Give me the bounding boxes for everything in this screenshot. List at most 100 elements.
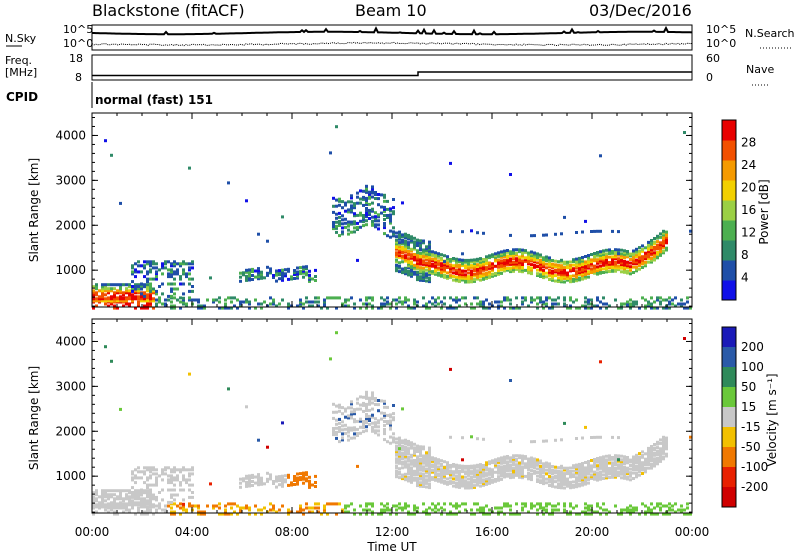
- power-cell: [236, 306, 239, 310]
- power-cell: [461, 276, 464, 280]
- power-cell: [539, 258, 542, 262]
- power-cell: [566, 278, 569, 282]
- velocity-cell: [143, 489, 146, 493]
- power-cell: [344, 209, 347, 213]
- velocity-cell: [467, 486, 470, 490]
- velocity-cell: [395, 450, 398, 454]
- power-cell: [143, 299, 146, 303]
- velocity-cell: [515, 459, 518, 463]
- power-cell: [572, 258, 575, 262]
- cpid-panel: CPID normal (fast) 151: [6, 82, 213, 108]
- velocity-cell: [617, 466, 620, 470]
- power-cell: [455, 263, 458, 267]
- power-cell: [596, 304, 599, 308]
- velocity-cell: [485, 481, 488, 485]
- power-cell: [287, 304, 290, 308]
- power-cell: [611, 266, 614, 270]
- velocity-cell: [344, 510, 347, 514]
- power-cell: [557, 276, 560, 280]
- power-cell: [638, 251, 641, 255]
- power-cell: [578, 278, 581, 282]
- power-cell: [125, 302, 128, 306]
- power-cell: [347, 304, 350, 308]
- velocity-cell: [593, 458, 596, 461]
- velocity-cell: [272, 508, 275, 512]
- power-cell: [470, 306, 473, 310]
- power-cell: [389, 235, 392, 239]
- power-cell: [164, 302, 167, 306]
- power-cell: [416, 244, 419, 247]
- power-cell: [155, 262, 158, 266]
- velocity-cell: [344, 431, 347, 435]
- power-cell: [479, 266, 482, 270]
- power-cell: [356, 258, 359, 262]
- velocity-cell: [497, 510, 500, 514]
- velocity-cell: [428, 471, 431, 475]
- velocity-cell: [599, 459, 602, 463]
- velocity-cell: [638, 457, 641, 461]
- power-cell: [107, 287, 110, 291]
- power-cell: [464, 276, 467, 280]
- power-cell: [362, 302, 365, 306]
- velocity-cell: [611, 461, 614, 465]
- power-cell: [413, 240, 416, 244]
- power-cell: [410, 237, 413, 241]
- power-cell: [563, 267, 566, 271]
- velocity-cell: [410, 475, 413, 479]
- velocity-cell: [395, 504, 398, 508]
- power-cell: [503, 306, 506, 310]
- power-cell: [521, 255, 524, 259]
- velocity-cell: [146, 483, 149, 487]
- velocity-cell: [101, 489, 104, 493]
- power-cell: [125, 291, 128, 295]
- velocity-cell: [590, 459, 593, 462]
- velocity-cell: [653, 457, 656, 461]
- power-cell: [140, 295, 143, 299]
- velocity-cell: [377, 399, 380, 402]
- velocity-cell: [530, 474, 533, 478]
- power-cell: [623, 251, 626, 255]
- power-cell: [146, 260, 149, 264]
- power-cell: [521, 300, 524, 304]
- velocity-cell: [602, 508, 605, 512]
- velocity-cell: [179, 502, 182, 506]
- power-cell: [173, 282, 176, 286]
- velocity-cell: [464, 486, 467, 490]
- power-cell: [347, 220, 350, 224]
- velocity-cell: [299, 504, 302, 508]
- velocity-cell: [344, 504, 347, 508]
- power-cell: [482, 272, 485, 276]
- power-cell: [560, 258, 563, 262]
- velocity-cell: [164, 510, 167, 514]
- power-cell: [476, 265, 479, 268]
- velocity-cell: [170, 506, 173, 510]
- velocity-cell: [341, 406, 344, 410]
- power-cell: [623, 302, 626, 306]
- velocity-cell: [428, 459, 431, 463]
- velocity-cell: [449, 473, 452, 476]
- power-cell: [149, 287, 152, 291]
- velocity-cell: [536, 462, 539, 465]
- velocity-cell: [662, 441, 665, 445]
- velocity-cell: [479, 463, 482, 467]
- velocity-cell: [380, 411, 383, 415]
- velocity-cell: [428, 475, 431, 479]
- power-cell: [314, 275, 317, 278]
- velocity-cell: [101, 499, 104, 503]
- power-cell: [383, 222, 386, 225]
- power-cell: [422, 273, 425, 277]
- velocity-cell: [395, 446, 398, 450]
- power-cell: [287, 302, 290, 306]
- power-cell: [365, 207, 368, 210]
- velocity-cell: [176, 474, 179, 478]
- velocity-cell: [392, 412, 395, 416]
- velocity-cell: [554, 469, 557, 473]
- velocity-cell: [386, 502, 389, 506]
- power-cell: [446, 262, 449, 266]
- power-cell: [191, 262, 194, 266]
- power-cell: [581, 265, 584, 268]
- power-cell: [560, 271, 563, 275]
- power-cell: [590, 262, 593, 265]
- power-cell: [464, 296, 467, 300]
- power-cell: [542, 261, 545, 265]
